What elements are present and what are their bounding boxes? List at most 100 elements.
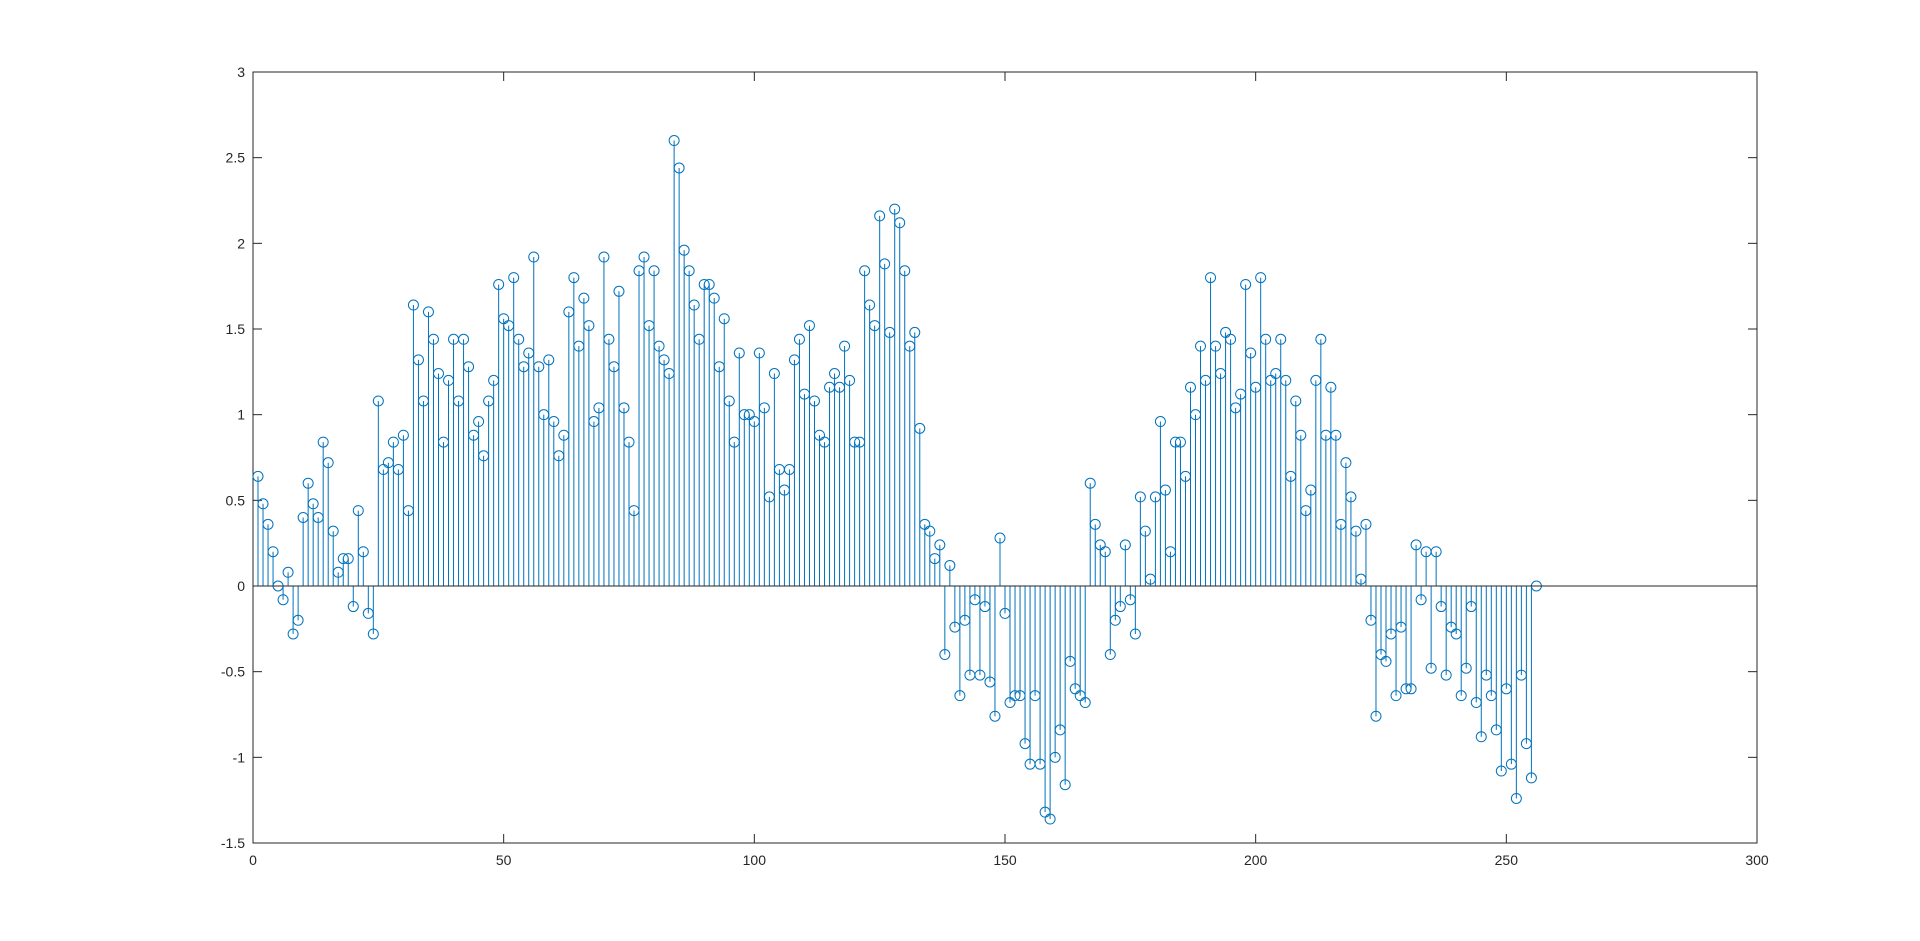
stem-marker — [533, 361, 545, 373]
stem-marker — [262, 518, 274, 530]
stem-marker — [1059, 779, 1071, 791]
stem-marker — [703, 278, 715, 290]
stem-marker — [859, 265, 871, 277]
stem-marker — [793, 333, 805, 345]
stem-marker — [302, 477, 314, 489]
stem-marker — [623, 436, 635, 448]
stem-marker — [387, 436, 399, 448]
x-tick-label: 100 — [743, 852, 767, 868]
stem-series — [252, 135, 1542, 825]
stem-marker — [844, 374, 856, 386]
stem-marker — [618, 402, 630, 414]
stem-marker — [578, 292, 590, 304]
stem-marker — [1360, 518, 1372, 530]
stem-marker — [463, 361, 475, 373]
stem-marker — [1475, 731, 1487, 743]
stem-marker — [508, 272, 520, 284]
x-tick-label: 300 — [1745, 852, 1769, 868]
stem-marker — [292, 614, 304, 626]
stem-marker — [317, 436, 329, 448]
stem-marker — [282, 566, 294, 578]
stem-marker — [723, 395, 735, 407]
stem-marker — [1139, 525, 1151, 537]
stem-marker — [352, 505, 364, 517]
stem-marker — [688, 299, 700, 311]
stem-marker — [613, 285, 625, 297]
stem-marker — [864, 299, 876, 311]
stem-marker — [1380, 655, 1392, 667]
stem-marker — [1455, 690, 1467, 702]
stem-marker — [267, 546, 279, 558]
y-tick-label: 3 — [237, 64, 245, 80]
stem-marker — [473, 416, 485, 428]
stem-marker — [342, 553, 354, 565]
stem-marker — [1495, 765, 1507, 777]
x-tick-label: 150 — [993, 852, 1017, 868]
stem-marker — [673, 162, 685, 174]
stem-marker — [1240, 278, 1252, 290]
stem-marker — [1195, 340, 1207, 352]
stem-marker — [307, 498, 319, 510]
stem-marker — [934, 539, 946, 551]
stem-marker — [1290, 395, 1302, 407]
stem-marker — [548, 416, 560, 428]
stem-marker — [322, 457, 334, 469]
stem-marker — [668, 135, 680, 147]
stem-marker — [1370, 710, 1382, 722]
stem-marker — [357, 546, 369, 558]
stem-marker — [768, 368, 780, 380]
stem-marker — [412, 354, 424, 366]
stem-marker — [994, 532, 1006, 544]
stem-marker — [909, 326, 921, 338]
stem-marker — [874, 210, 886, 222]
stem-marker — [1210, 340, 1222, 352]
stem-marker — [1255, 272, 1267, 284]
stem-marker — [1430, 546, 1442, 558]
stem-marker — [808, 395, 820, 407]
stem-marker — [1350, 525, 1362, 537]
stem-marker — [939, 649, 951, 661]
stem-marker — [257, 498, 269, 510]
y-tick-label: 0.5 — [226, 492, 246, 508]
stem-marker — [1109, 614, 1121, 626]
stem-marker — [1525, 772, 1537, 784]
stem-marker — [1114, 601, 1126, 613]
stem-marker — [1154, 416, 1166, 428]
stem-marker — [327, 525, 339, 537]
stem-marker — [708, 292, 720, 304]
stem-marker — [1174, 436, 1186, 448]
stem-marker — [1460, 662, 1472, 674]
stem-marker — [753, 347, 765, 359]
y-tick-label: 1.5 — [226, 321, 246, 337]
stem-marker — [733, 347, 745, 359]
stem-marker — [1325, 381, 1337, 393]
stem-marker — [914, 422, 926, 434]
x-tick-label: 250 — [1495, 852, 1519, 868]
stem-marker — [1440, 669, 1452, 681]
stem-marker — [1345, 491, 1357, 503]
stem-marker — [397, 429, 409, 441]
stem-marker — [1129, 628, 1141, 640]
stem-marker — [1134, 491, 1146, 503]
stem-marker — [899, 265, 911, 277]
stem-marker — [803, 320, 815, 332]
x-tick-label: 0 — [249, 852, 257, 868]
y-tick-label: 1 — [237, 407, 245, 423]
stem-marker — [372, 395, 384, 407]
y-tick-label: 2.5 — [226, 150, 246, 166]
stem-marker — [954, 690, 966, 702]
stem-marker — [1049, 751, 1061, 763]
stem-marker — [1330, 429, 1342, 441]
stem-marker — [1104, 649, 1116, 661]
stem-marker — [543, 354, 555, 366]
stem-marker — [493, 278, 505, 290]
stem-marker — [758, 402, 770, 414]
stem-marker — [1245, 347, 1257, 359]
stem-marker — [513, 333, 525, 345]
stem-marker — [924, 525, 936, 537]
stem-marker — [1044, 813, 1056, 825]
stem-marker — [1295, 429, 1307, 441]
stem-marker — [974, 669, 986, 681]
